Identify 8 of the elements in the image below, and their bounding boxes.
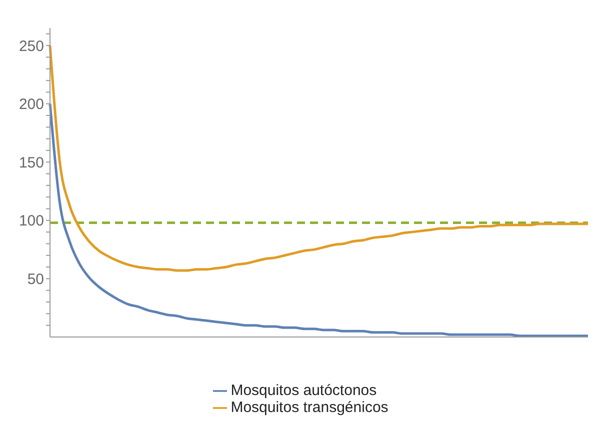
- y-tick-label: 250: [18, 38, 44, 55]
- y-tick-label: 200: [18, 96, 44, 114]
- y-tick-label: 100: [18, 212, 44, 230]
- y-tick-label: 150: [18, 154, 44, 172]
- line-series: [48, 44, 590, 272]
- legend-label: Mosquitos transgénicos: [230, 399, 388, 416]
- legend-label: Mosquitos autóctonos: [230, 382, 377, 399]
- y-tick-label: 50: [27, 271, 44, 288]
